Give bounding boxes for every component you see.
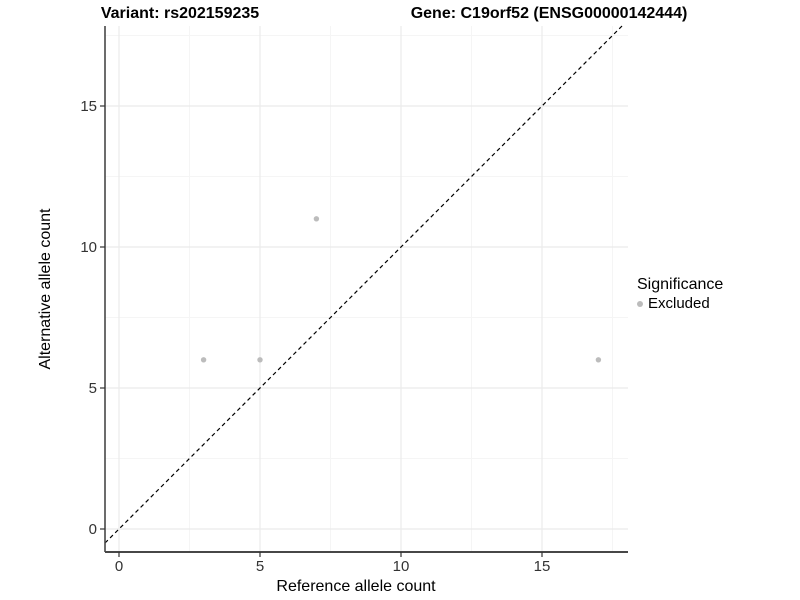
x-tick-label: 5 (256, 558, 264, 575)
data-point (257, 357, 263, 363)
x-axis-label: Reference allele count (276, 578, 436, 595)
plot-title-variant: Variant: rs202159235 (100, 5, 260, 22)
data-point (313, 216, 320, 222)
identity-line (104, 25, 623, 544)
y-tick-label: 0 (89, 521, 97, 538)
legend-item: Excluded (637, 295, 723, 313)
y-tick-label: 15 (80, 98, 97, 115)
y-axis-label: Alternative allele count (37, 208, 54, 370)
x-tick-label: 0 (115, 558, 123, 575)
legend: Significance Excluded (637, 276, 723, 313)
y-tick-label: 10 (80, 239, 97, 256)
data-point (595, 357, 602, 363)
legend-point-icon (637, 301, 643, 307)
legend-item-label: Excluded (648, 295, 710, 312)
y-tick-label: 5 (89, 380, 97, 397)
data-point (200, 357, 207, 363)
x-tick-label: 10 (393, 558, 410, 575)
x-tick-label: 15 (534, 558, 551, 575)
plot-title-gene: Gene: C19orf52 (ENSG00000142444) (410, 5, 688, 22)
legend-title: Significance (637, 276, 724, 293)
